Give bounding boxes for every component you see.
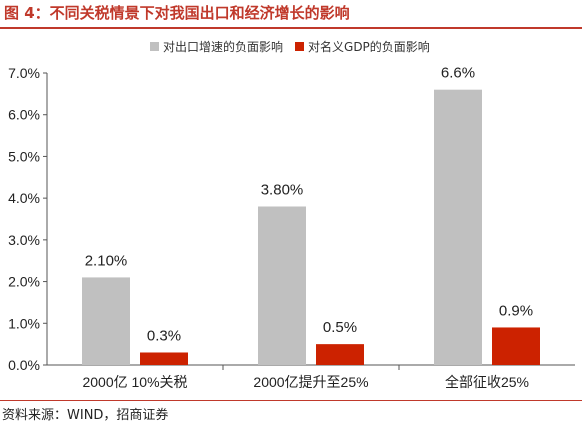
bar-gdp [316, 344, 364, 365]
bar-chart: 0.0% 1.0% 2.0% 3.0% 4.0% 5.0% 6.0% 7.0% 2000亿 10… [8, 65, 575, 390]
data-label: 0.5% [323, 319, 357, 336]
bar-export [82, 277, 130, 365]
title-divider [0, 27, 582, 29]
data-label: 0.9% [499, 302, 533, 319]
y-tick-label: 4.0% [8, 190, 40, 206]
source-divider [0, 400, 582, 401]
legend: 对出口增速的负面影响 对名义GDP的负面影响 [150, 38, 436, 55]
legend-label-gdp: 对名义GDP的负面影响 [308, 40, 430, 54]
legend-item-gdp: 对名义GDP的负面影响 [295, 38, 430, 55]
bar-export [434, 89, 482, 365]
legend-item-export: 对出口增速的负面影响 [150, 38, 283, 55]
source-note: 资料来源：WIND，招商证券 [2, 408, 169, 423]
x-tick-label: 2000亿 10%关税 [82, 374, 187, 390]
y-tick-label: 0.0% [8, 357, 40, 373]
y-tick-label: 1.0% [8, 315, 40, 331]
bar-gdp [140, 352, 188, 365]
data-label: 2.10% [85, 252, 128, 269]
y-tick-label: 6.0% [8, 107, 40, 123]
data-label: 6.6% [441, 65, 475, 82]
chart-title: 图 4：不同关税情景下对我国出口和经济增长的影响 [4, 4, 350, 22]
legend-swatch-red [295, 42, 305, 51]
x-tick-label: 全部征收25% [445, 374, 529, 390]
y-tick-label: 5.0% [8, 148, 40, 164]
data-label: 0.3% [147, 327, 181, 344]
y-tick-label: 7.0% [8, 65, 40, 81]
bar-gdp [492, 327, 540, 365]
data-label: 3.80% [261, 181, 304, 198]
y-tick-label: 2.0% [8, 274, 40, 290]
x-tick-label: 2000亿提升至25% [253, 374, 368, 390]
y-tick-label: 3.0% [8, 232, 40, 248]
legend-swatch-grey [150, 42, 159, 51]
legend-label-export: 对出口增速的负面影响 [163, 40, 284, 54]
bar-export [258, 206, 306, 365]
